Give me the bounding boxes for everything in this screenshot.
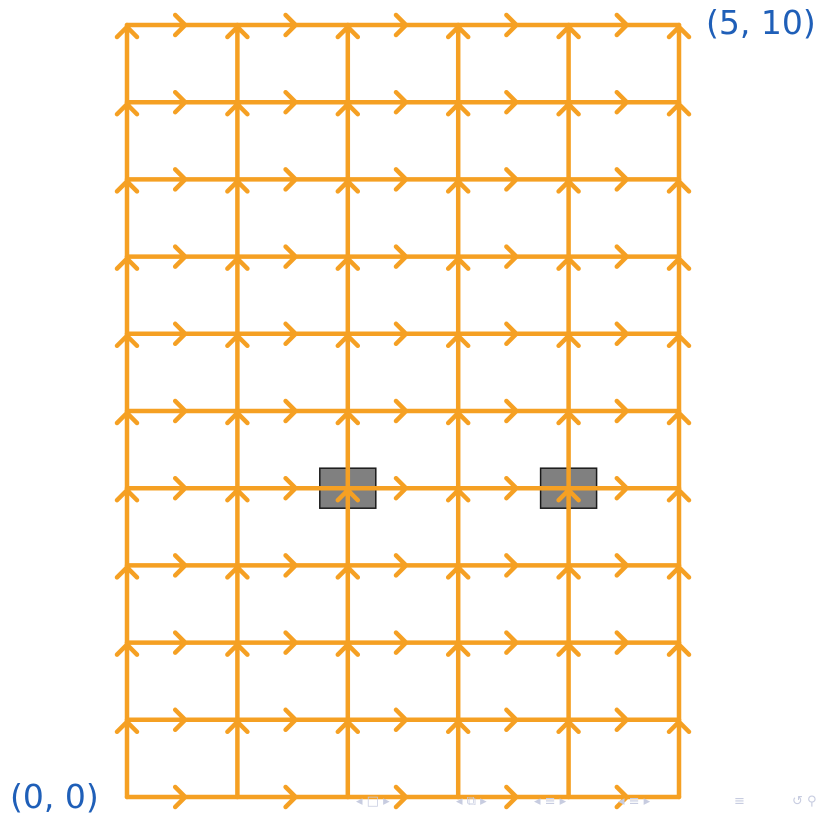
presentation-nav-bar: ◂ □ ▸ ◂ ⧉ ▸ ◂ ≡ ▸ ◂ ≡ ▸ ≡ ↺ ⚲ <box>356 794 816 816</box>
right-arrow-icon <box>172 630 188 655</box>
right-arrow-icon <box>614 89 630 115</box>
section-nav-icon[interactable]: ◂ ⧉ ▸ <box>456 794 487 809</box>
right-arrow-icon <box>614 630 630 655</box>
right-arrow-icon <box>504 475 519 501</box>
right-arrow-icon <box>504 707 519 733</box>
right-arrow-icon <box>614 707 630 733</box>
right-arrow-icon <box>614 553 630 578</box>
right-arrow-icon <box>393 630 409 655</box>
right-arrow-icon <box>393 707 409 733</box>
right-arrow-icon <box>283 630 298 655</box>
right-arrow-icon <box>504 553 519 578</box>
right-arrow-icon <box>504 89 519 115</box>
right-arrow-icon <box>283 321 298 347</box>
right-arrow-icon <box>172 12 188 38</box>
subsection-nav-icon[interactable]: ◂ ≡ ▸ <box>534 794 567 809</box>
right-arrow-icon <box>172 784 188 810</box>
right-arrow-icon <box>172 89 188 115</box>
right-arrow-icon <box>393 89 409 115</box>
right-arrow-icon <box>283 398 298 424</box>
slide-nav-icon[interactable]: ◂ ≡ ▸ <box>618 794 651 809</box>
right-arrow-icon <box>614 398 630 424</box>
right-arrow-icon <box>504 398 519 424</box>
frame-nav-icon[interactable]: ◂ □ ▸ <box>356 794 390 809</box>
right-arrow-icon <box>614 784 630 810</box>
right-arrow-icon <box>614 321 630 347</box>
right-arrow-icon <box>172 244 188 269</box>
up-arrow-icon <box>445 24 471 40</box>
right-arrow-icon <box>283 167 298 192</box>
up-arrow-icon <box>666 24 692 40</box>
right-arrow-icon <box>504 321 519 347</box>
right-arrow-icon <box>283 475 298 501</box>
right-arrow-icon <box>504 12 519 38</box>
origin-label: (0, 0) <box>10 777 99 816</box>
right-arrow-icon <box>393 12 409 38</box>
right-arrow-icon <box>504 630 519 655</box>
right-arrow-icon <box>393 553 409 578</box>
right-arrow-icon <box>614 167 630 192</box>
right-arrow-icon <box>393 784 409 810</box>
right-arrow-icon <box>283 12 298 38</box>
toc-icon[interactable]: ≡ <box>734 794 745 809</box>
up-arrow-icon <box>556 24 581 40</box>
right-arrow-icon <box>393 321 409 347</box>
right-arrow-icon <box>614 475 630 501</box>
up-arrow-icon <box>335 24 361 40</box>
right-arrow-icon <box>172 321 188 347</box>
right-arrow-icon <box>172 475 188 501</box>
right-arrow-icon <box>504 784 519 810</box>
right-arrow-icon <box>393 244 409 269</box>
right-arrow-icon <box>283 553 298 578</box>
right-arrow-icon <box>283 89 298 115</box>
right-arrow-icon <box>504 244 519 269</box>
right-arrow-icon <box>614 244 630 269</box>
up-arrow-icon <box>114 24 140 40</box>
right-arrow-icon <box>393 398 409 424</box>
right-arrow-icon <box>172 167 188 192</box>
search-icon[interactable]: ↺ ⚲ <box>792 794 816 809</box>
right-arrow-icon <box>393 167 409 192</box>
right-arrow-icon <box>283 784 298 810</box>
right-arrow-icon <box>504 167 519 192</box>
right-arrow-icon <box>172 707 188 733</box>
right-arrow-icon <box>283 707 298 733</box>
end-point-label: (5, 10) <box>706 3 816 42</box>
right-arrow-icon <box>283 244 298 269</box>
up-arrow-icon <box>225 24 250 40</box>
right-arrow-icon <box>393 475 409 501</box>
right-arrow-icon <box>172 553 188 578</box>
right-arrow-icon <box>614 12 630 38</box>
right-arrow-icon <box>172 398 188 424</box>
